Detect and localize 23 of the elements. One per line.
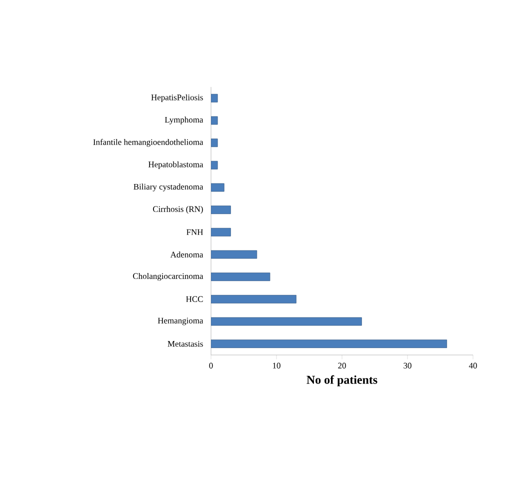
y-tick-label: Lymphoma — [164, 116, 204, 124]
y-tick-label: Infantile hemangioendothelioma — [93, 138, 204, 147]
y-tick-label: Hepatoblastoma — [148, 161, 204, 169]
y-tick-label: Hemangioma — [158, 318, 204, 326]
bar — [211, 228, 231, 236]
x-tick-label: 0 — [209, 362, 213, 368]
y-tick-label: Cirrhosis (RN) — [153, 206, 203, 214]
bar — [211, 294, 296, 304]
y-tick-label: HCC — [186, 296, 203, 302]
bar — [211, 340, 448, 348]
x-axis-title: No of patients — [306, 375, 378, 386]
y-tick-label: Metastasis — [168, 340, 203, 347]
y-tick-label: Cholangiocarcinoma — [133, 272, 204, 281]
x-tick-label: 30 — [404, 362, 412, 368]
y-tick-label: HepatisPeliosis — [151, 94, 203, 102]
x-tick-label: 40 — [468, 362, 477, 368]
y-tick-label: Biliary cystadenoma — [134, 184, 204, 192]
bar — [211, 206, 231, 214]
y-tick-label: Adenoma — [170, 252, 204, 258]
bar — [211, 272, 270, 282]
x-tick-label: 10 — [273, 362, 280, 368]
x-tick-label: 20 — [338, 362, 346, 368]
y-tick-label: FNH — [186, 229, 203, 235]
